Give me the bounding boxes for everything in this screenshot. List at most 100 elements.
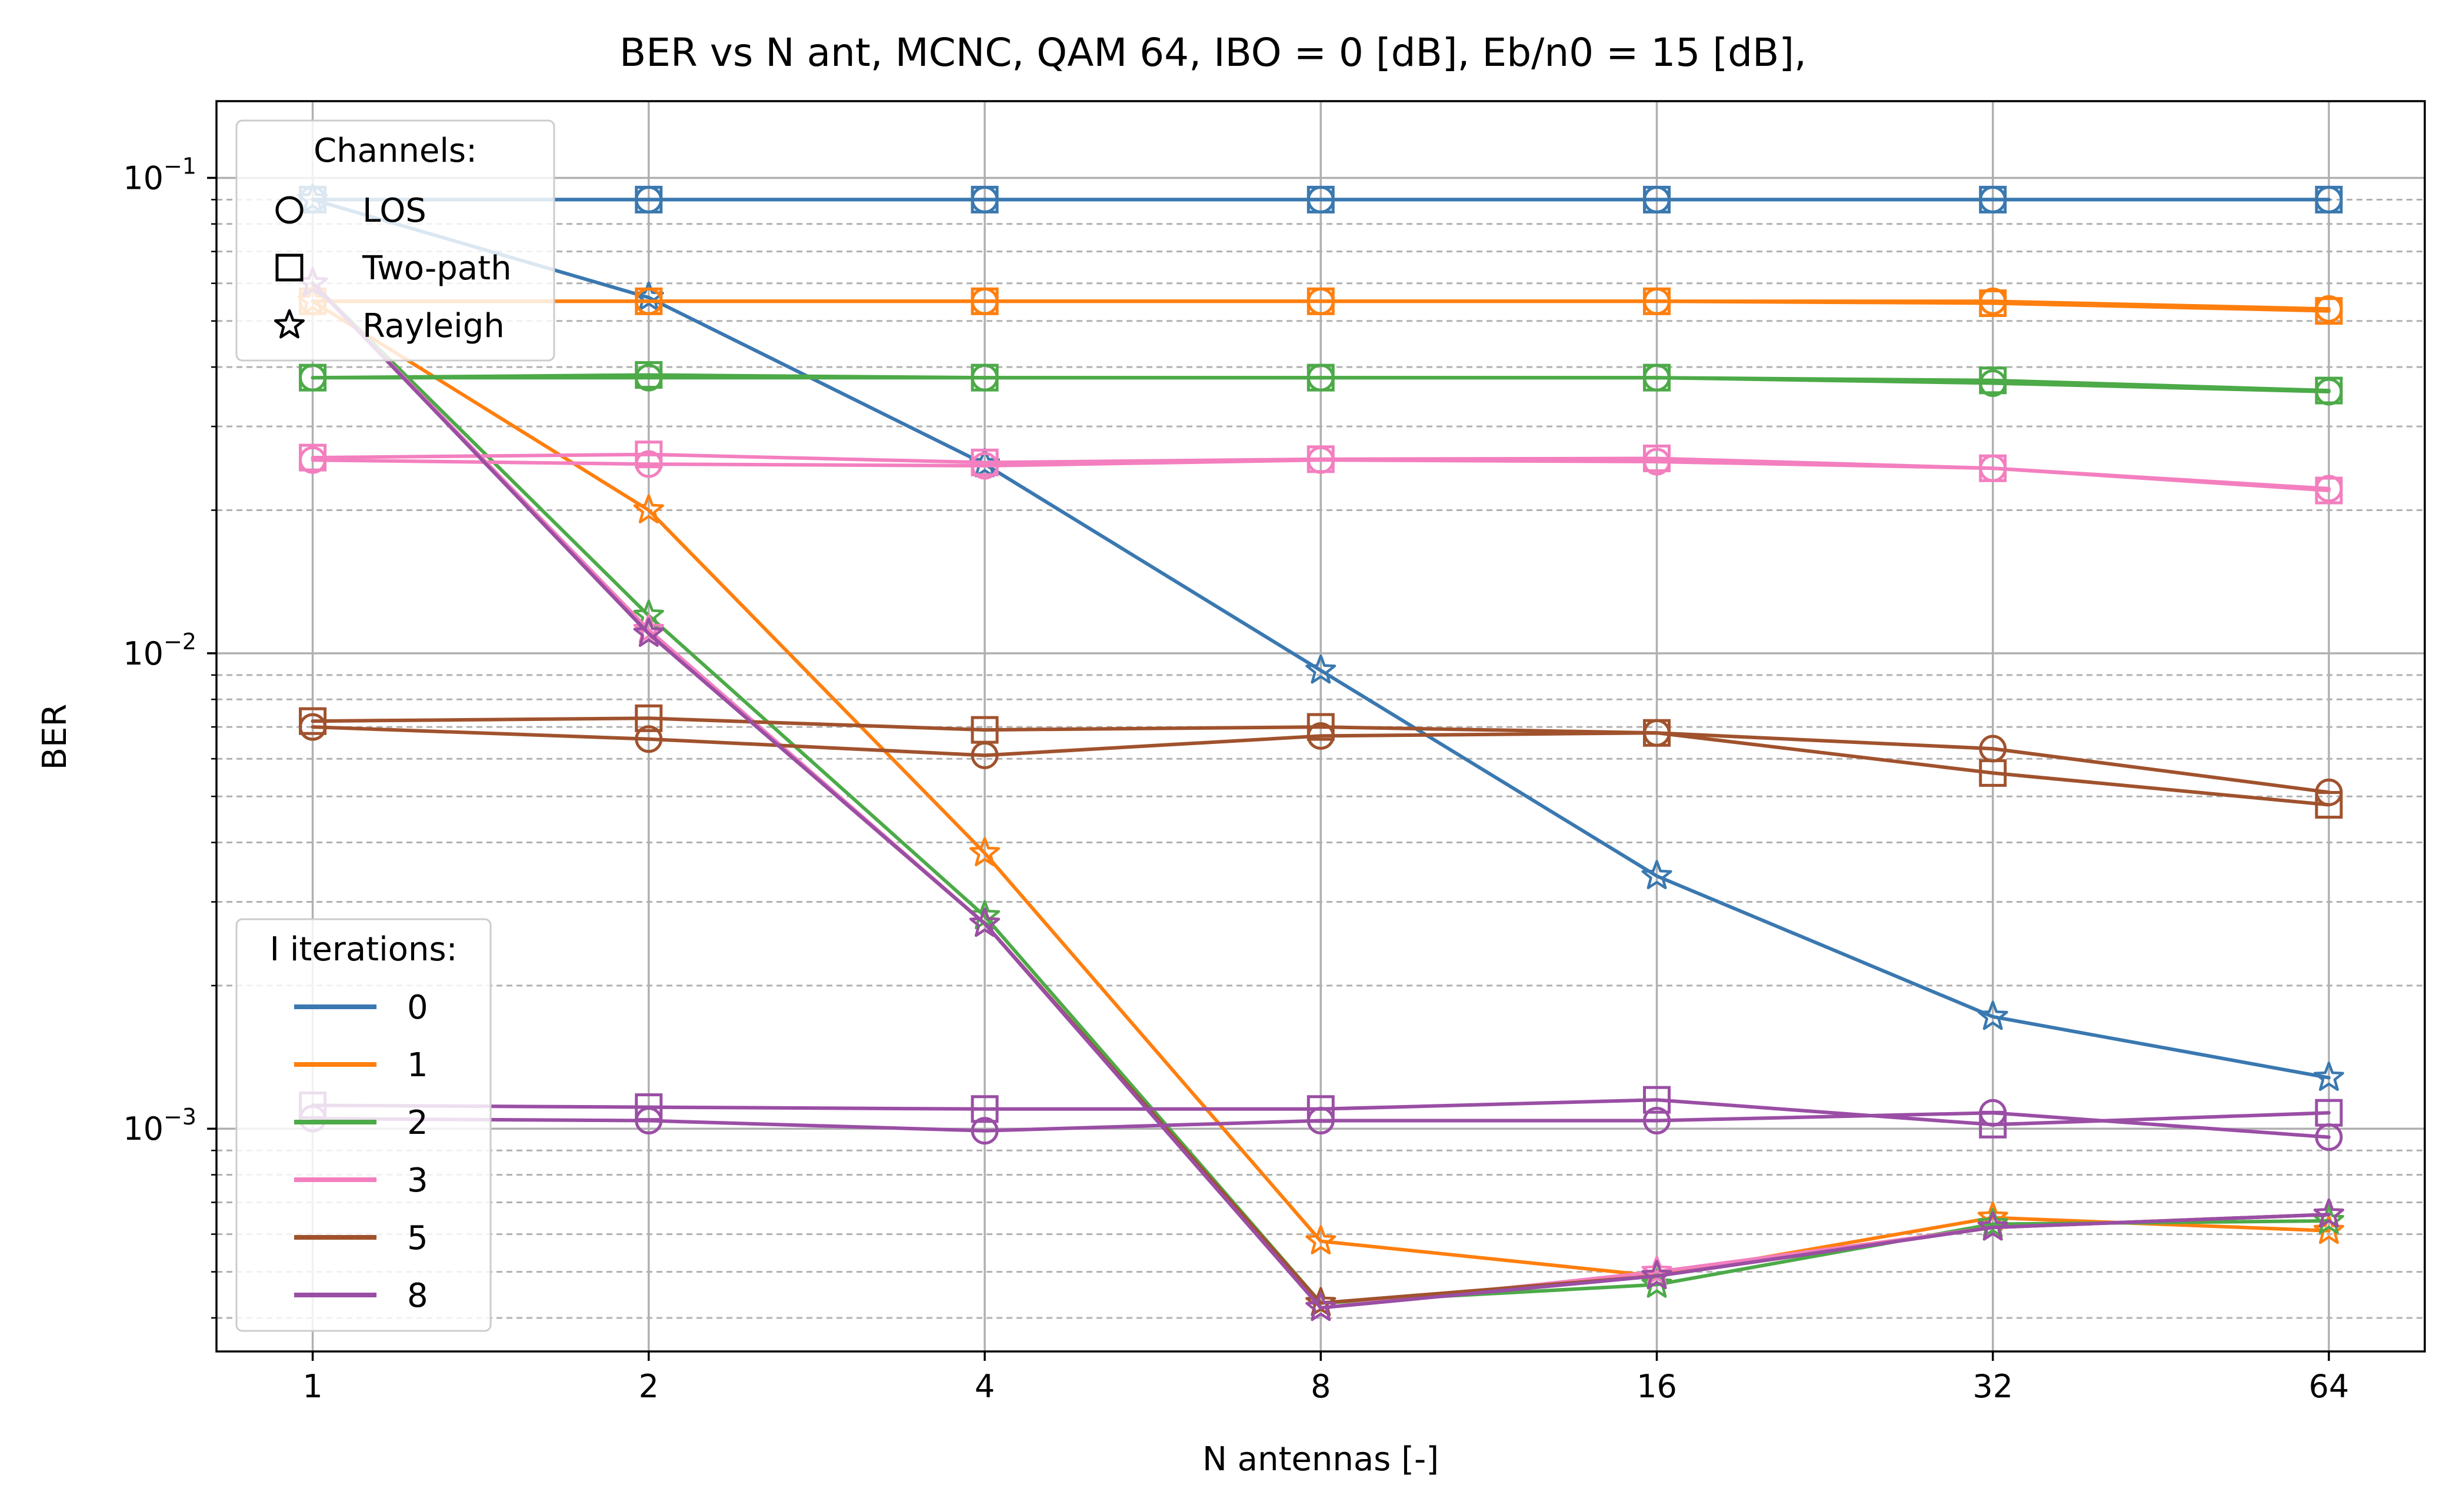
square-marker [971, 287, 999, 315]
star-marker [969, 837, 1001, 867]
square-marker [1979, 185, 2007, 213]
x-tick-label: 1 [302, 1368, 322, 1405]
star-marker [633, 494, 664, 523]
square-marker [1307, 185, 1335, 213]
square-marker [1307, 1095, 1335, 1123]
circle-marker [1642, 1106, 1671, 1134]
series-iter5-two-path [299, 704, 2343, 819]
legend-iteration-label: 0 [407, 989, 428, 1027]
star-marker [1977, 1211, 2008, 1241]
circle-marker [635, 725, 663, 753]
square-marker [299, 363, 327, 392]
square-marker [971, 448, 999, 476]
square-marker [635, 704, 663, 732]
square-marker [635, 287, 663, 315]
legend-iteration-label: 5 [407, 1219, 428, 1257]
star-marker [2313, 1214, 2344, 1244]
star-marker [969, 907, 1001, 937]
star-marker [633, 618, 664, 647]
square-marker [1307, 287, 1335, 315]
star-marker [1305, 654, 1337, 684]
series-layer [297, 183, 2344, 1321]
x-tick-label: 16 [1637, 1368, 1677, 1405]
star-marker [1305, 1291, 1337, 1321]
star-marker [1305, 1225, 1337, 1254]
star-marker [1641, 1260, 1672, 1290]
legend-square-icon [275, 253, 304, 282]
square-marker [2315, 376, 2343, 405]
legend-star-icon [274, 309, 305, 339]
square-marker [1307, 445, 1335, 473]
series-line [311, 452, 2331, 492]
legend-channel-label: Two-path [362, 249, 512, 288]
star-marker [2313, 1198, 2344, 1228]
legend-channels: Channels: LOS Two-path Rayleigh [235, 119, 555, 362]
x-tick-label: 4 [975, 1368, 995, 1405]
square-marker [635, 1093, 663, 1122]
x-tick-label: 2 [639, 1368, 659, 1405]
series-line [311, 198, 2331, 1080]
square-marker [1979, 759, 2007, 787]
series-iter2-two-path [299, 361, 2343, 405]
legend-iteration-label: 1 [407, 1046, 428, 1084]
square-marker [1642, 363, 1671, 392]
legend-iterations-title: I iterations: [270, 930, 458, 969]
series-line [311, 725, 2331, 795]
square-marker [299, 707, 327, 735]
legend-channel-label: Rayleigh [362, 307, 505, 345]
star-marker [1977, 1000, 2008, 1030]
square-marker [2315, 1099, 2343, 1127]
square-marker [1307, 363, 1335, 392]
legend-iterations: I iterations: 0 1 2 3 5 8 [235, 918, 492, 1332]
axis-layer: 10−110−210−31 2 4 8 16 32 64 [123, 153, 2349, 1405]
legend-iterations-box [235, 918, 492, 1332]
series-iter8-two-path [299, 1086, 2343, 1139]
series-iter8-rayleigh [297, 267, 2344, 1321]
square-marker [971, 363, 999, 392]
star-marker [1641, 860, 1672, 890]
legend-iteration-label: 2 [407, 1104, 428, 1142]
square-marker [1642, 287, 1671, 315]
legend-iteration-label: 3 [407, 1161, 428, 1200]
series-iter0-two-path [299, 185, 2343, 213]
y-tick-label: 10−1 [123, 153, 196, 196]
square-marker [2315, 297, 2343, 325]
star-marker [633, 613, 664, 643]
square-marker [1307, 713, 1335, 741]
square-marker [2315, 185, 2343, 213]
square-marker [1979, 366, 2007, 395]
series-line [311, 299, 2331, 313]
series-line [311, 373, 2331, 393]
square-marker [971, 185, 999, 213]
square-marker [971, 1095, 999, 1123]
series-line [311, 1098, 2331, 1127]
circle-marker [971, 1117, 999, 1145]
y-tick-label: 10−3 [123, 1104, 196, 1147]
chart-title: BER vs N ant, MCNC, QAM 64, IBO = 0 [dB]… [619, 30, 1807, 75]
series-line [311, 299, 2331, 1278]
square-marker [635, 361, 663, 389]
star-marker [1641, 1269, 1672, 1298]
legend-iteration-label: 8 [407, 1277, 428, 1315]
square-marker [2315, 476, 2343, 505]
square-marker [1642, 1086, 1671, 1114]
star-marker [1977, 1208, 2008, 1237]
x-axis-label: N antennas [-] [1202, 1440, 1439, 1478]
x-tick-label: 32 [1972, 1368, 2013, 1405]
square-marker [2315, 791, 2343, 819]
x-tick-label: 8 [1311, 1368, 1331, 1405]
series-line [311, 281, 2331, 1310]
square-marker [635, 440, 663, 469]
square-marker [1642, 719, 1671, 747]
square-marker [1979, 289, 2007, 318]
series-iter3-two-path [299, 440, 2343, 505]
legend-channels-title: Channels: [314, 132, 477, 170]
square-marker [971, 716, 999, 744]
star-marker [2313, 1062, 2344, 1092]
star-marker [1641, 1256, 1672, 1286]
square-marker [1642, 444, 1671, 472]
legend-circle-icon [275, 196, 304, 224]
legend-channel-label: LOS [362, 192, 426, 230]
y-tick-label: 10−2 [123, 629, 196, 672]
